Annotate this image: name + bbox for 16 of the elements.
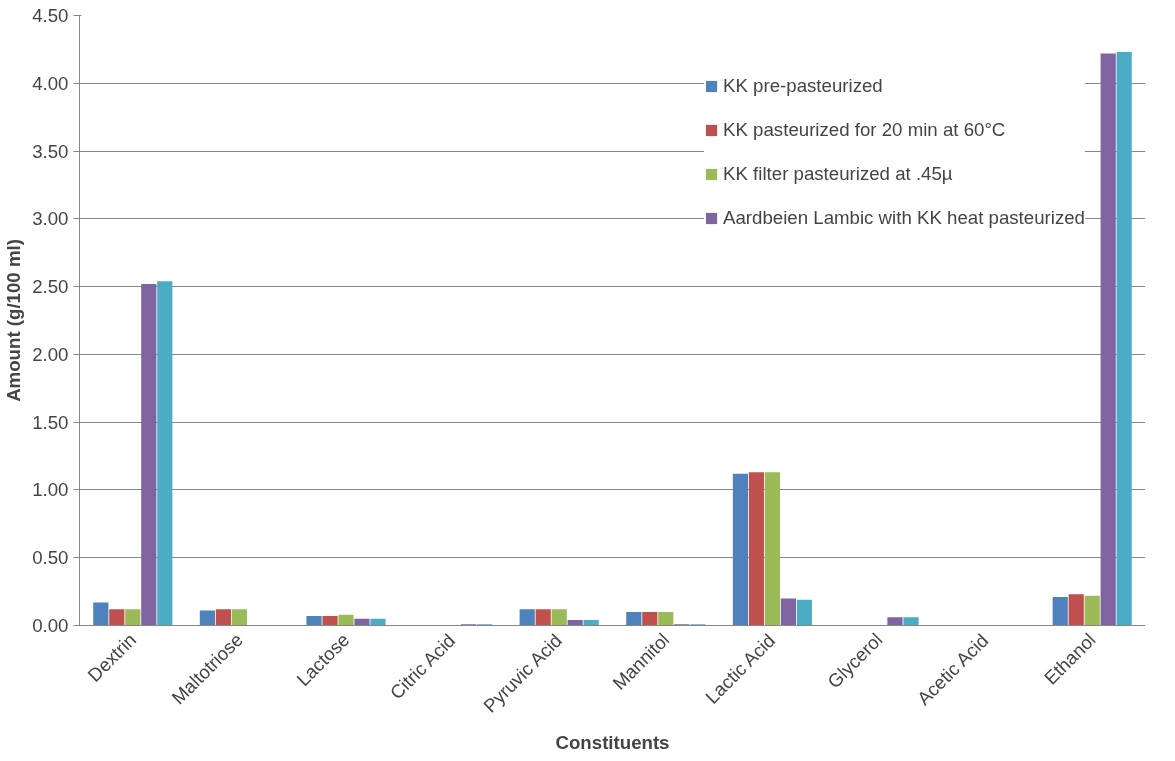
legend-label: Aardbeien Lambic with KK heat pasteurized [723,207,1085,229]
y-axis-title: Amount (g/100 ml) [3,239,25,402]
y-tick-label: 2.00 [32,343,69,365]
y-tick-label: 0.00 [32,615,69,636]
y-tick-label: 3.50 [32,140,69,162]
y-tick-label: 1.00 [32,479,69,501]
y-tick-label: 4.00 [32,72,69,94]
y-tick-label: 2.50 [32,276,69,298]
legend-label: KK pasteurized for 20 min at 60°C [723,119,1006,141]
y-tick-label: 3.00 [32,208,69,230]
y-tick-label: 0.50 [32,547,69,569]
legend-label: KK filter pasteurized at .45µ [723,163,953,185]
legend-label: KK pre-pasteurized [723,75,883,97]
y-tick-label: 1.50 [32,411,69,433]
x-axis-title: Constituents [555,731,670,753]
y-tick-label: 4.50 [32,5,69,26]
